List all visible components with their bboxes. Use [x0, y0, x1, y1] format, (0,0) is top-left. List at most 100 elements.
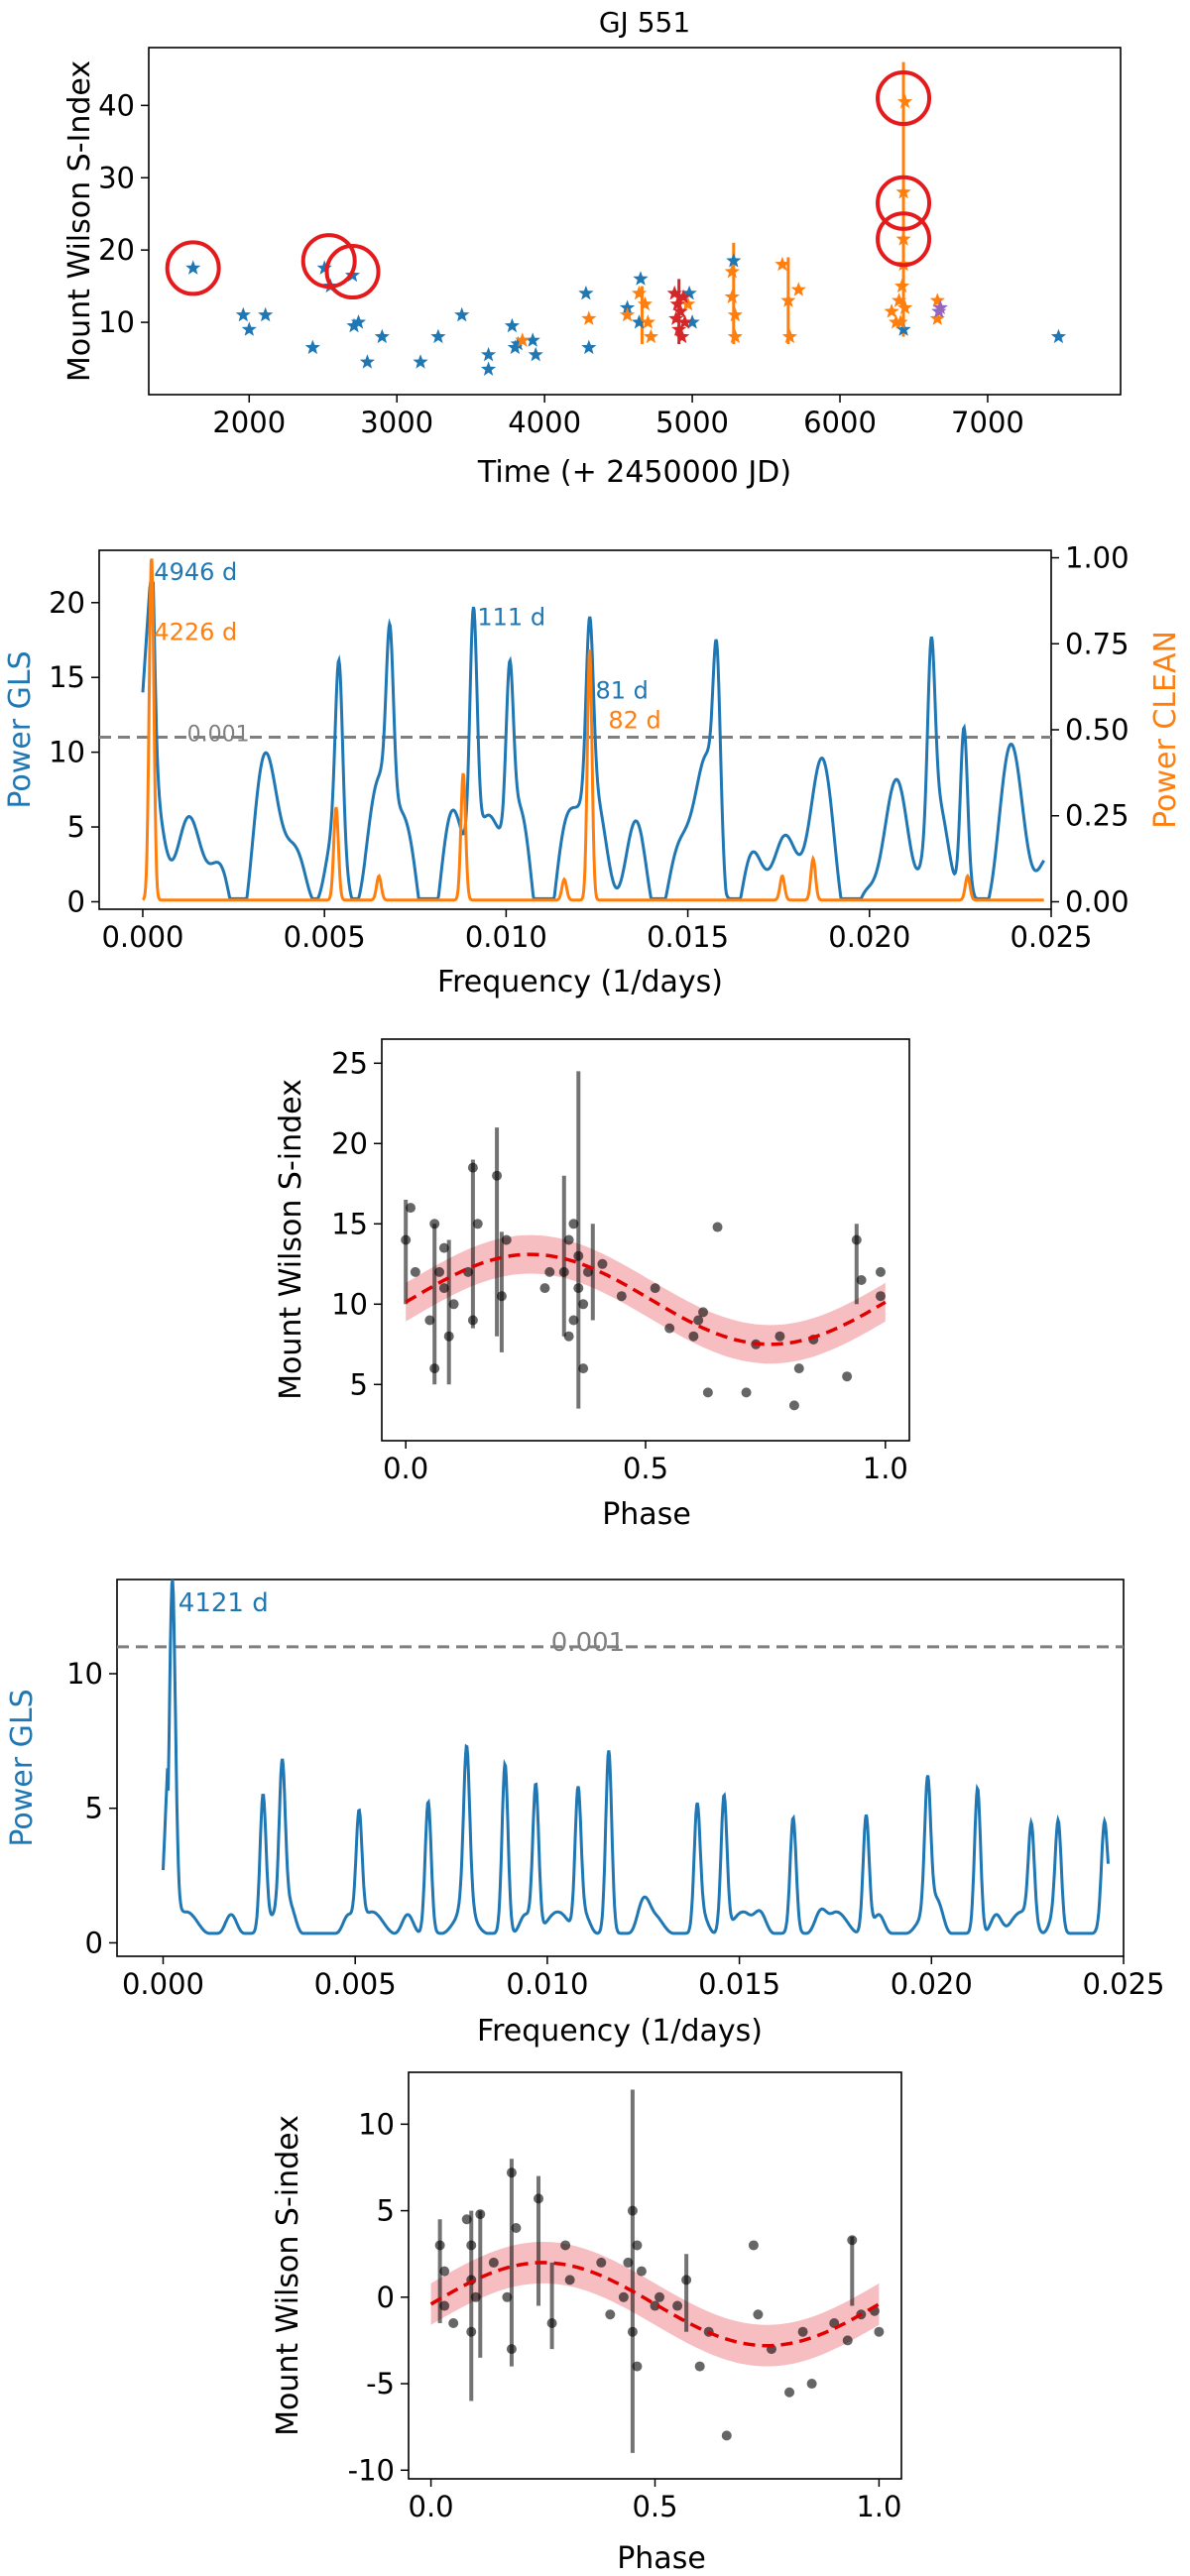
- y-tick-label: 0: [85, 1926, 103, 1959]
- data-point: [632, 2361, 643, 2372]
- y-tick-label: 5: [85, 1792, 103, 1825]
- data-point: [470, 2291, 481, 2302]
- y-ticks: -10 -5 0 5 10: [348, 2107, 409, 2487]
- data-point: [448, 2317, 459, 2328]
- highlight-ring: [876, 175, 932, 231]
- data-point: [438, 1242, 449, 1253]
- star-point: [1050, 328, 1067, 344]
- data-point: [429, 1363, 440, 1374]
- x-tick-label: 0.010: [506, 1967, 588, 2001]
- data-point: [784, 2387, 795, 2398]
- data-point: [806, 2379, 817, 2390]
- data-point: [694, 2361, 705, 2372]
- star-point: [413, 354, 428, 369]
- data-point: [434, 1266, 445, 1277]
- star-point: [892, 293, 907, 307]
- star-point: [619, 306, 636, 322]
- x-tick-label: 0.0: [383, 1452, 428, 1485]
- y-tick-label: 20: [49, 586, 85, 620]
- data-point: [688, 1331, 699, 1342]
- data-point: [573, 1250, 584, 1261]
- data-point: [475, 2209, 486, 2220]
- star-point: [504, 317, 520, 333]
- y-tick-label: 5: [377, 2194, 395, 2228]
- star-point: [929, 310, 945, 325]
- data-point: [563, 1331, 574, 1342]
- data-point: [429, 1219, 440, 1229]
- star-point: [668, 310, 684, 325]
- data-point: [650, 2300, 660, 2311]
- star-point: [727, 328, 743, 344]
- data-point: [597, 1258, 608, 1269]
- data-point: [438, 1283, 449, 1294]
- star-point: [724, 264, 740, 279]
- data-point: [753, 2309, 764, 2320]
- star-point: [374, 328, 390, 344]
- data-point: [721, 2430, 732, 2441]
- star-point: [666, 285, 682, 300]
- y-tick-label-right: 0.50: [1065, 713, 1130, 747]
- data-point: [424, 1315, 435, 1326]
- star-point: [727, 306, 743, 322]
- data-point: [496, 1291, 507, 1302]
- y-tick-label: 10: [66, 1657, 103, 1691]
- star-point: [235, 306, 251, 322]
- data-point: [502, 2291, 513, 2302]
- x-tick-label: 0.015: [647, 920, 729, 954]
- x-tick-label: 0.0: [409, 2490, 454, 2523]
- data-point: [851, 1234, 862, 1245]
- x-tick-label: 0.005: [284, 920, 366, 954]
- clean-power-line: [142, 558, 1044, 902]
- y-tick-label: 10: [49, 736, 85, 769]
- y-tick-label: 0: [67, 884, 85, 918]
- marks: [429, 2089, 885, 2453]
- y-ticks: 10 20 30 40: [98, 88, 149, 339]
- x-tick-label: 0.005: [314, 1967, 397, 2001]
- y-tick-label-right: 1.00: [1065, 541, 1130, 575]
- star-point: [726, 253, 742, 268]
- y-axis-label: Mount Wilson S-Index: [62, 60, 97, 382]
- star-point: [669, 295, 685, 311]
- star-point: [480, 361, 497, 376]
- y-tick-label: 40: [98, 88, 135, 122]
- star-point: [774, 256, 790, 272]
- highlight-ring: [300, 233, 357, 290]
- data-point: [488, 2257, 499, 2268]
- x-tick-label: 0.015: [698, 1967, 780, 2001]
- y-tick-label-right: 0.25: [1065, 799, 1130, 833]
- star-point: [894, 278, 910, 293]
- y-tick-label: 10: [358, 2107, 395, 2141]
- highlight-ring: [324, 244, 381, 300]
- data-point: [501, 1234, 512, 1245]
- x-tick-label: 3000: [360, 406, 433, 439]
- x-ticks: 0.000 0.005 0.010 0.015 0.020 0.025: [122, 1956, 1165, 2001]
- data-point: [563, 1234, 574, 1245]
- data-point: [439, 2266, 450, 2277]
- data-point: [443, 1331, 454, 1342]
- data-point: [461, 2214, 472, 2225]
- y-ticks: 5 10 15 20 25: [331, 1046, 382, 1401]
- y-tick-label: 15: [49, 660, 85, 694]
- data-point: [506, 2344, 517, 2355]
- x-tick-label: 0.000: [122, 1967, 204, 2001]
- star-point: [896, 93, 913, 109]
- star-point: [304, 339, 320, 355]
- y-tick-label: 15: [331, 1207, 368, 1240]
- data-point: [793, 1363, 804, 1374]
- x-tick-label: 5000: [655, 406, 729, 439]
- star-point: [258, 306, 274, 322]
- star-point: [681, 285, 697, 300]
- data-point: [439, 2300, 450, 2311]
- x-tick-label: 6000: [803, 406, 877, 439]
- x-ticks: 0.0 0.5 1.0: [383, 1441, 908, 1485]
- threshold-label: 0.001: [551, 1628, 625, 1658]
- data-point: [582, 1266, 593, 1277]
- data-point: [401, 1234, 412, 1245]
- y-axis-label: Mount Wilson S-index: [274, 1079, 308, 1400]
- x-tick-label: 0.000: [101, 920, 183, 954]
- x-ticks: 0.0 0.5 1.0: [409, 2479, 901, 2523]
- peak-annotation: 4226 d: [154, 619, 237, 646]
- data-point: [875, 1291, 886, 1302]
